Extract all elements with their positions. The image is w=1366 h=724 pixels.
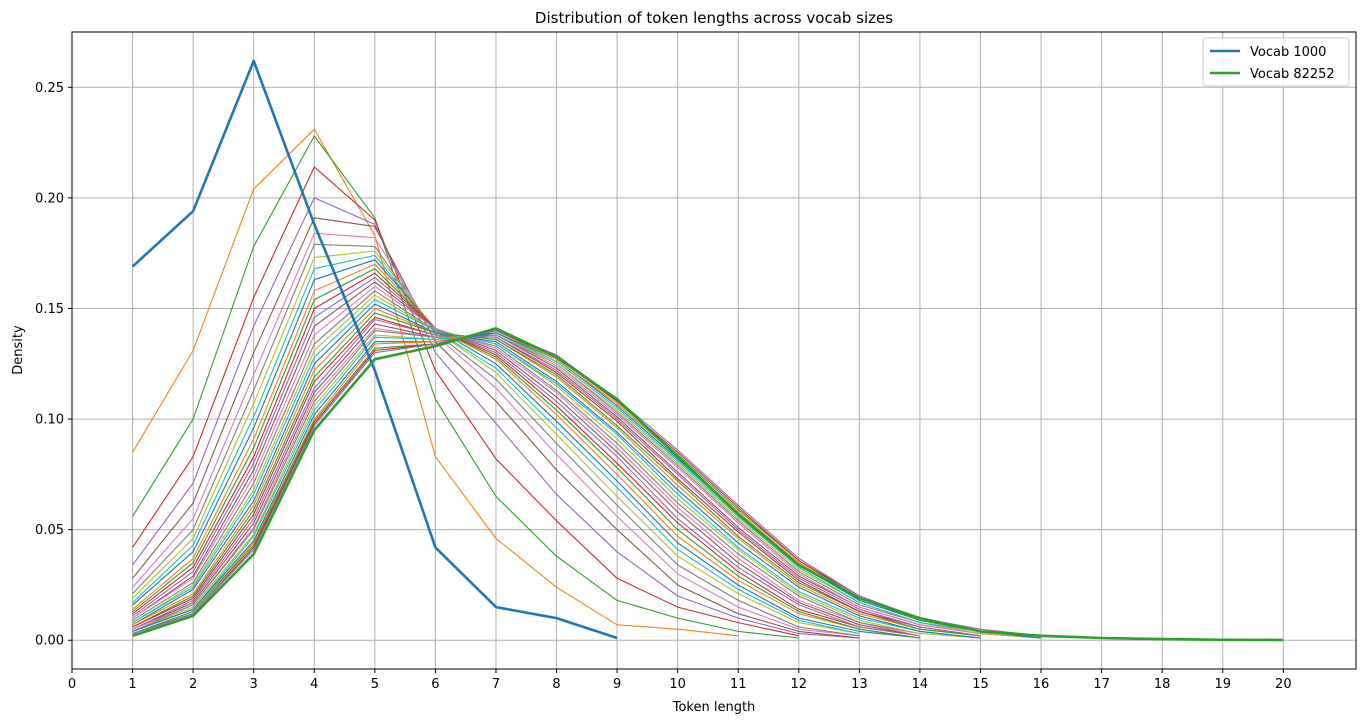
series-line-29 [132, 332, 1042, 639]
series-line-8 [132, 250, 860, 635]
x-tick-label: 8 [552, 677, 560, 692]
series-line-3 [132, 166, 799, 637]
series-line-vocab-82252 [132, 327, 1284, 642]
x-tick-label: 7 [492, 677, 500, 692]
x-tick-label: 10 [669, 677, 686, 692]
x-tick-label: 17 [1093, 677, 1110, 692]
series-line-23 [132, 316, 981, 637]
series-line-13 [132, 272, 920, 637]
series-line-vocab-1000 [131, 59, 618, 640]
series-line-21 [132, 307, 981, 637]
series-line-24 [132, 318, 981, 637]
y-tick-label: 0.20 [35, 191, 64, 206]
series-line-16 [132, 285, 921, 637]
series-line-22 [132, 312, 981, 637]
x-tick-label: 18 [1154, 677, 1171, 692]
x-tick-label: 19 [1214, 677, 1231, 692]
y-axis-label: Density [11, 325, 26, 375]
series-line-30 [132, 332, 1042, 639]
plot-frame [71, 31, 1357, 670]
x-tick-label: 1 [128, 677, 136, 692]
axis-ticks: 0 1 2 3 4 5 6 7 8 9 10 11 12 13 14 15 16 17 18 19 200.000.05… [35, 81, 1292, 692]
x-tick-label: 11 [730, 677, 747, 692]
x-tick-label: 16 [1033, 677, 1050, 692]
x-tick-label: 5 [371, 677, 379, 692]
x-tick-label: 20 [1275, 677, 1292, 692]
series-line-10 [132, 259, 920, 639]
series-line-4 [132, 197, 860, 639]
series-line-11 [132, 263, 920, 639]
series-line-12 [132, 268, 920, 639]
x-tick-label: 3 [250, 677, 258, 692]
series-line-7 [132, 243, 860, 637]
gridlines [71, 32, 1356, 669]
series-line-1 [132, 128, 739, 637]
x-tick-label: 0 [68, 677, 76, 692]
y-tick-label: 0.00 [35, 634, 64, 649]
series-line-14 [132, 276, 920, 637]
y-tick-label: 0.10 [35, 413, 64, 428]
x-tick-label: 4 [310, 677, 318, 692]
y-tick-label: 0.25 [35, 81, 64, 96]
x-axis-label: Token length [672, 700, 756, 715]
series-line-9 [132, 254, 860, 635]
series-line-18 [132, 294, 981, 639]
series-line-27 [132, 330, 1042, 639]
series-line-2 [132, 135, 799, 639]
series-line-17 [132, 290, 920, 635]
series-line-5 [132, 217, 860, 639]
x-tick-label: 14 [912, 677, 929, 692]
x-tick-label: 15 [972, 677, 989, 692]
series-line-6 [132, 232, 860, 637]
highlight-series-lines [131, 59, 1284, 642]
y-tick-label: 0.05 [35, 523, 64, 538]
x-tick-label: 13 [851, 677, 868, 692]
series-line-26 [132, 327, 1042, 639]
legend-label-vocab-82252: Vocab 82252 [1250, 67, 1335, 82]
series-line-20 [132, 303, 981, 639]
x-tick-label: 2 [189, 677, 197, 692]
legend-label-vocab-1000: Vocab 1000 [1250, 45, 1326, 60]
chart-title: Distribution of token lengths across voc… [535, 9, 893, 27]
x-tick-label: 12 [791, 677, 808, 692]
series-line-15 [132, 281, 920, 637]
series-lines [132, 128, 1102, 639]
legend: Vocab 1000 Vocab 82252 [1202, 37, 1350, 87]
series-line-19 [132, 299, 981, 639]
y-tick-label: 0.15 [35, 302, 64, 317]
x-tick-label: 6 [431, 677, 439, 692]
x-tick-label: 9 [613, 677, 621, 692]
